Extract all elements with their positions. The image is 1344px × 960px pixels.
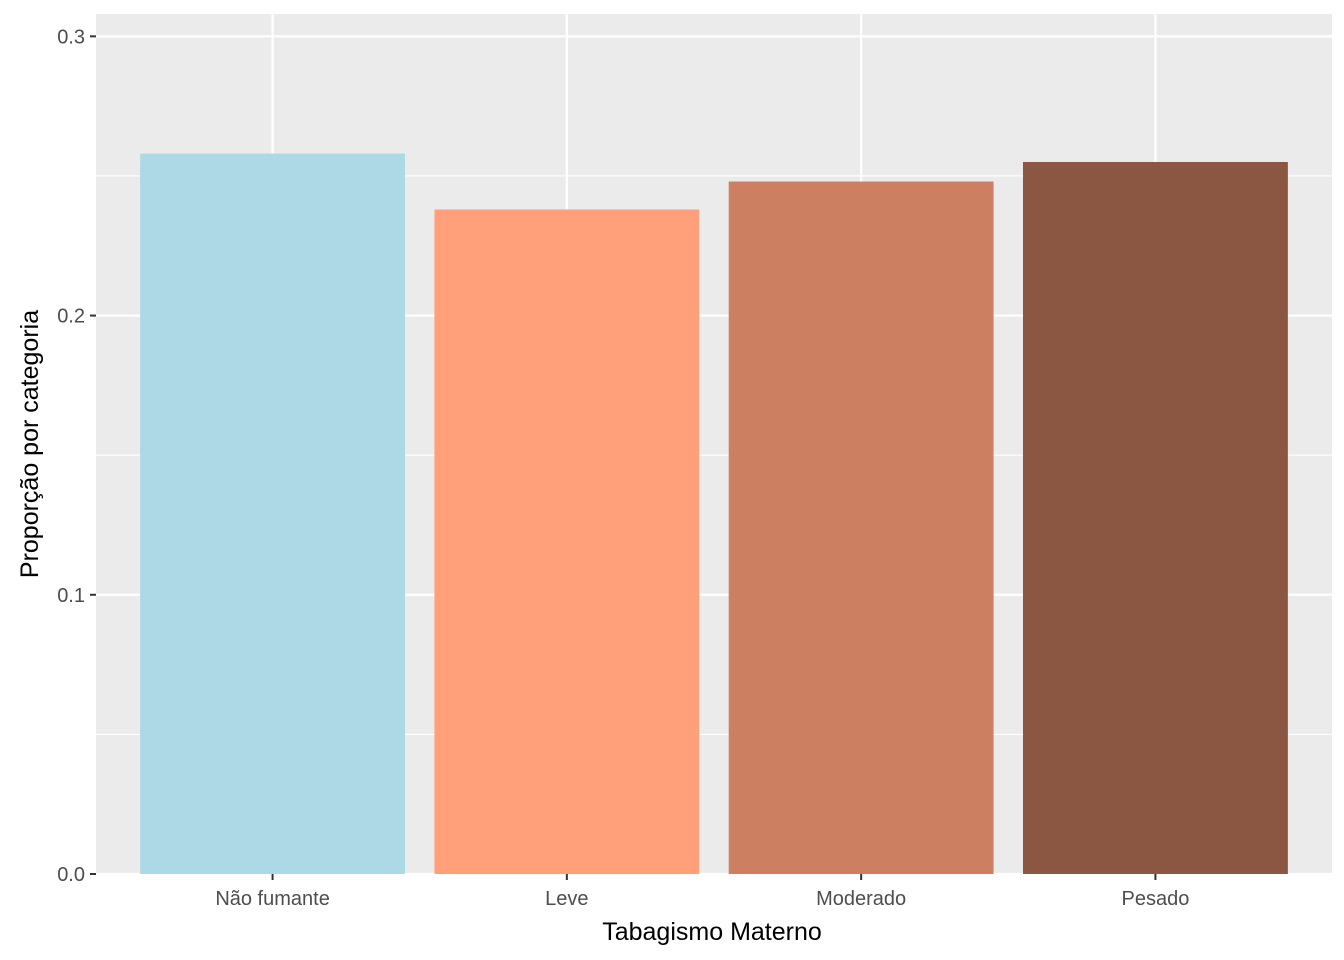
x-tick-label: Moderado <box>816 888 906 910</box>
y-axis-title: Proporção por categoria <box>16 310 44 578</box>
x-tick-label: Leve <box>545 888 588 910</box>
bar <box>434 209 700 875</box>
y-tick-label: 0.2 <box>57 306 85 328</box>
bars <box>140 153 1288 875</box>
y-axis: 0.0 0.1 0.2 0.3 <box>57 26 96 886</box>
y-tick-label: 0.1 <box>57 585 85 607</box>
y-tick-label: 0.3 <box>57 26 85 48</box>
x-axis: Não fumante Leve Moderado Pesado <box>215 874 1189 910</box>
bar <box>140 153 405 875</box>
x-axis-title: Tabagismo Materno <box>602 918 822 946</box>
x-tick-label: Não fumante <box>215 888 330 910</box>
bar <box>728 181 994 874</box>
bar <box>1023 161 1288 875</box>
y-tick-label: 0.0 <box>57 864 85 886</box>
x-tick-label: Pesado <box>1122 888 1190 910</box>
